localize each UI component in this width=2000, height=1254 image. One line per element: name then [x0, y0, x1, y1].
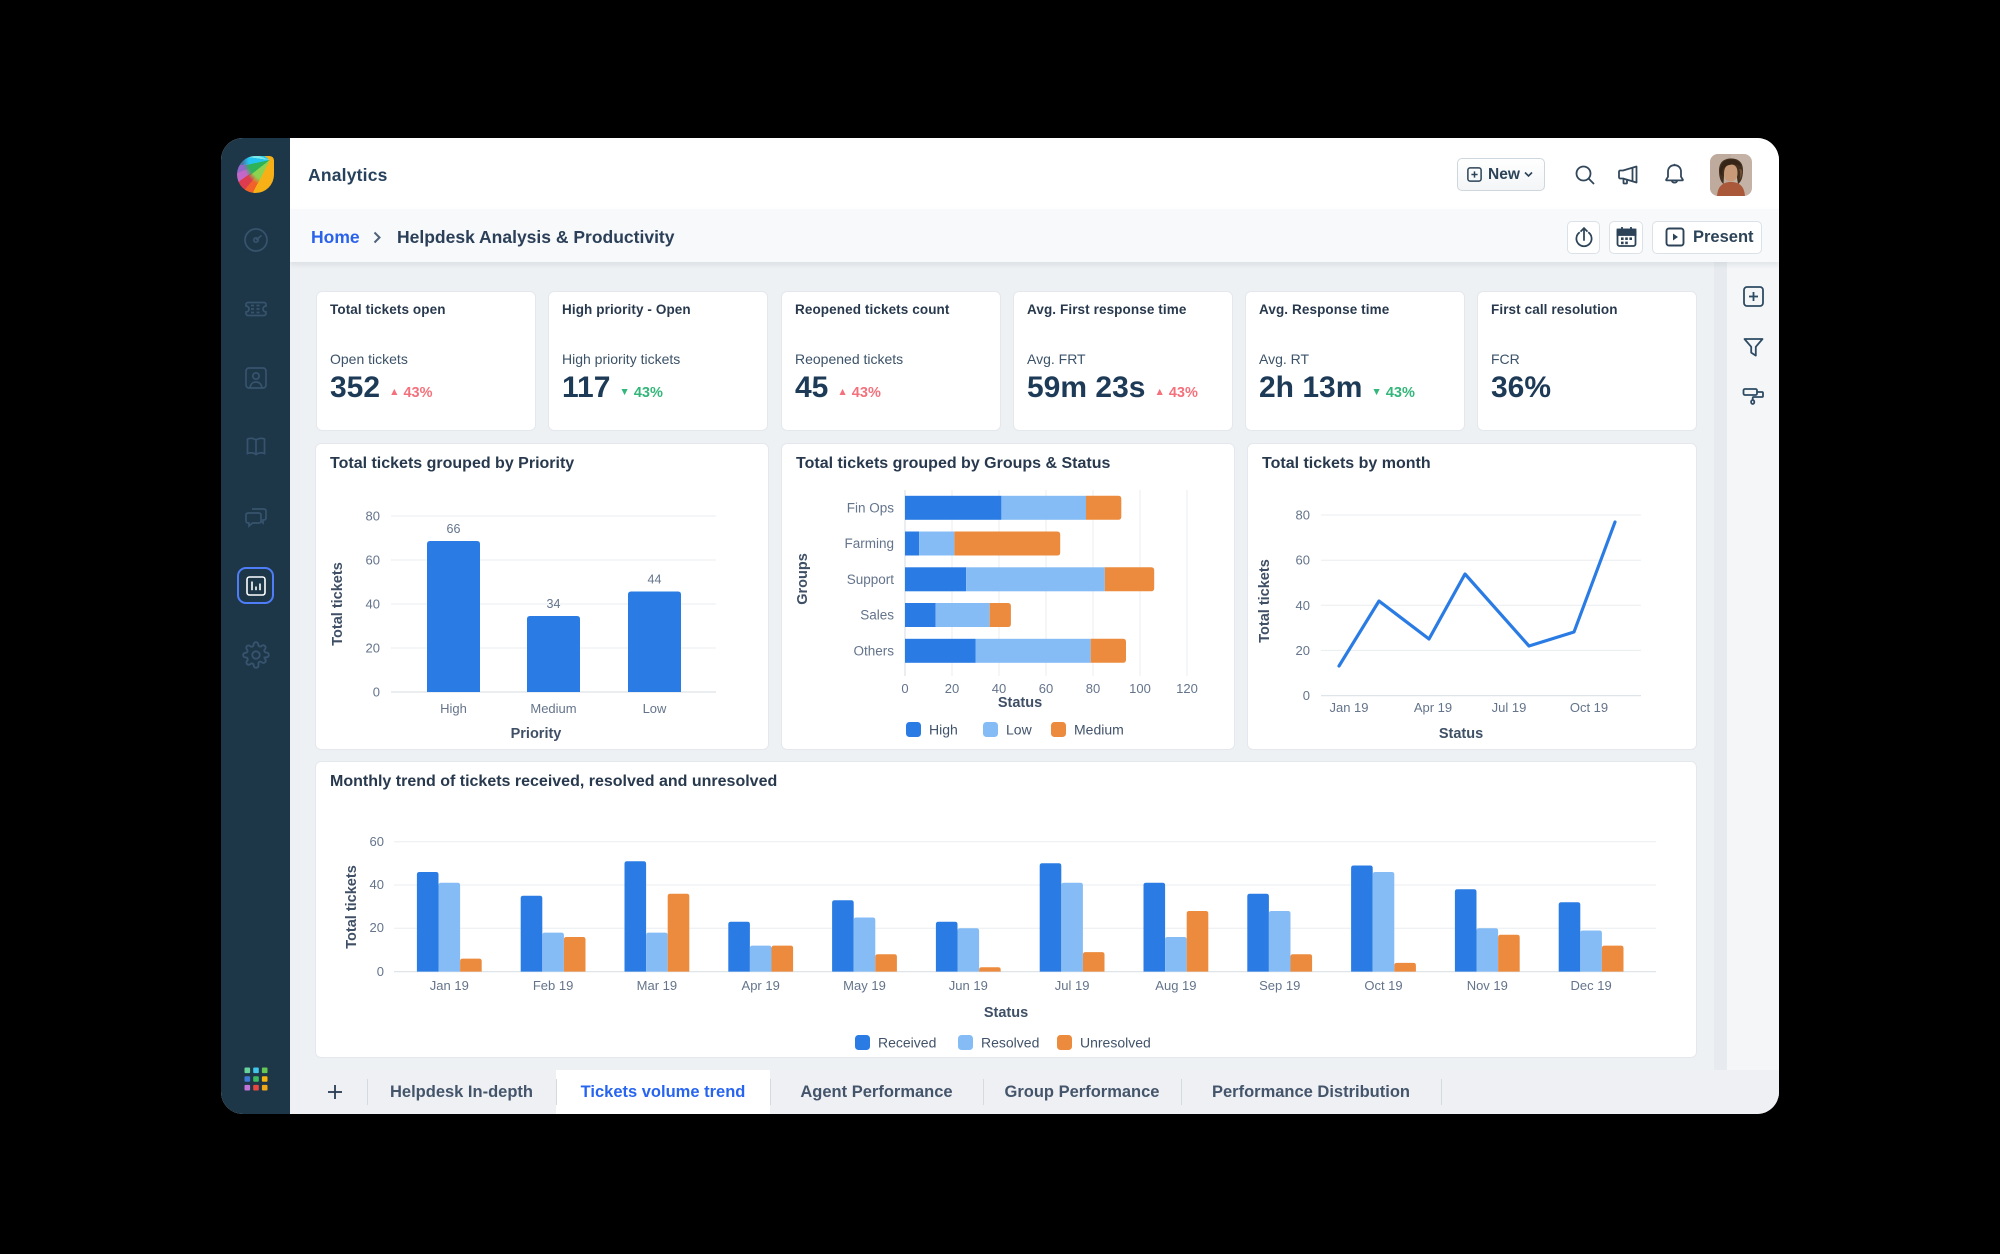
- svg-text:Sales: Sales: [860, 608, 894, 623]
- svg-text:20: 20: [366, 641, 380, 656]
- svg-text:Status: Status: [984, 1005, 1028, 1021]
- svg-text:60: 60: [1039, 681, 1053, 696]
- svg-text:Support: Support: [847, 572, 895, 587]
- svg-text:Jul 19: Jul 19: [1492, 700, 1527, 715]
- svg-text:Jan 19: Jan 19: [430, 978, 469, 993]
- svg-text:60: 60: [366, 553, 380, 568]
- svg-text:80: 80: [1296, 508, 1310, 523]
- svg-text:Medium: Medium: [530, 701, 576, 716]
- svg-text:20: 20: [370, 920, 384, 935]
- svg-text:Groups: Groups: [795, 553, 811, 605]
- svg-text:Oct 19: Oct 19: [1364, 978, 1402, 993]
- svg-text:Sep 19: Sep 19: [1259, 978, 1300, 993]
- svg-text:Aug 19: Aug 19: [1155, 978, 1196, 993]
- svg-text:80: 80: [366, 509, 380, 524]
- svg-text:0: 0: [377, 964, 384, 979]
- svg-text:Total tickets: Total tickets: [344, 865, 360, 949]
- svg-text:Total tickets: Total tickets: [1257, 559, 1273, 643]
- svg-text:Mar 19: Mar 19: [637, 978, 677, 993]
- svg-text:Apr 19: Apr 19: [742, 978, 780, 993]
- svg-text:66: 66: [447, 522, 461, 536]
- svg-text:Resolved: Resolved: [981, 1035, 1039, 1051]
- svg-text:100: 100: [1129, 681, 1151, 696]
- svg-text:Received: Received: [878, 1035, 936, 1051]
- svg-text:Others: Others: [853, 644, 894, 659]
- svg-text:High: High: [929, 722, 958, 738]
- svg-text:High: High: [440, 701, 467, 716]
- svg-text:Low: Low: [643, 701, 667, 716]
- svg-text:40: 40: [1296, 598, 1310, 613]
- svg-text:60: 60: [370, 834, 384, 849]
- svg-text:0: 0: [373, 685, 380, 700]
- svg-text:Fin Ops: Fin Ops: [847, 501, 895, 516]
- svg-text:40: 40: [992, 681, 1006, 696]
- svg-text:Feb 19: Feb 19: [533, 978, 573, 993]
- svg-text:80: 80: [1086, 681, 1100, 696]
- svg-text:May 19: May 19: [843, 978, 886, 993]
- svg-text:Jan 19: Jan 19: [1329, 700, 1368, 715]
- svg-text:0: 0: [1303, 688, 1310, 703]
- svg-text:Medium: Medium: [1074, 722, 1124, 738]
- svg-text:44: 44: [648, 573, 662, 587]
- svg-text:40: 40: [366, 597, 380, 612]
- svg-text:34: 34: [547, 597, 561, 611]
- svg-text:Farming: Farming: [844, 536, 894, 551]
- svg-text:Status: Status: [998, 695, 1042, 711]
- svg-text:Nov 19: Nov 19: [1467, 978, 1508, 993]
- svg-text:Dec 19: Dec 19: [1570, 978, 1611, 993]
- svg-text:20: 20: [1296, 643, 1310, 658]
- svg-text:Jul 19: Jul 19: [1055, 978, 1090, 993]
- svg-text:20: 20: [945, 681, 959, 696]
- svg-text:60: 60: [1296, 553, 1310, 568]
- svg-text:Priority: Priority: [511, 726, 562, 742]
- svg-text:Unresolved: Unresolved: [1080, 1035, 1151, 1051]
- svg-text:Jun 19: Jun 19: [949, 978, 988, 993]
- svg-text:Total tickets: Total tickets: [330, 562, 346, 646]
- svg-text:40: 40: [370, 877, 384, 892]
- svg-text:Oct 19: Oct 19: [1570, 700, 1608, 715]
- svg-text:0: 0: [901, 681, 908, 696]
- svg-text:Apr 19: Apr 19: [1414, 700, 1452, 715]
- svg-text:Low: Low: [1006, 722, 1033, 738]
- svg-text:120: 120: [1176, 681, 1198, 696]
- svg-text:Status: Status: [1439, 726, 1483, 742]
